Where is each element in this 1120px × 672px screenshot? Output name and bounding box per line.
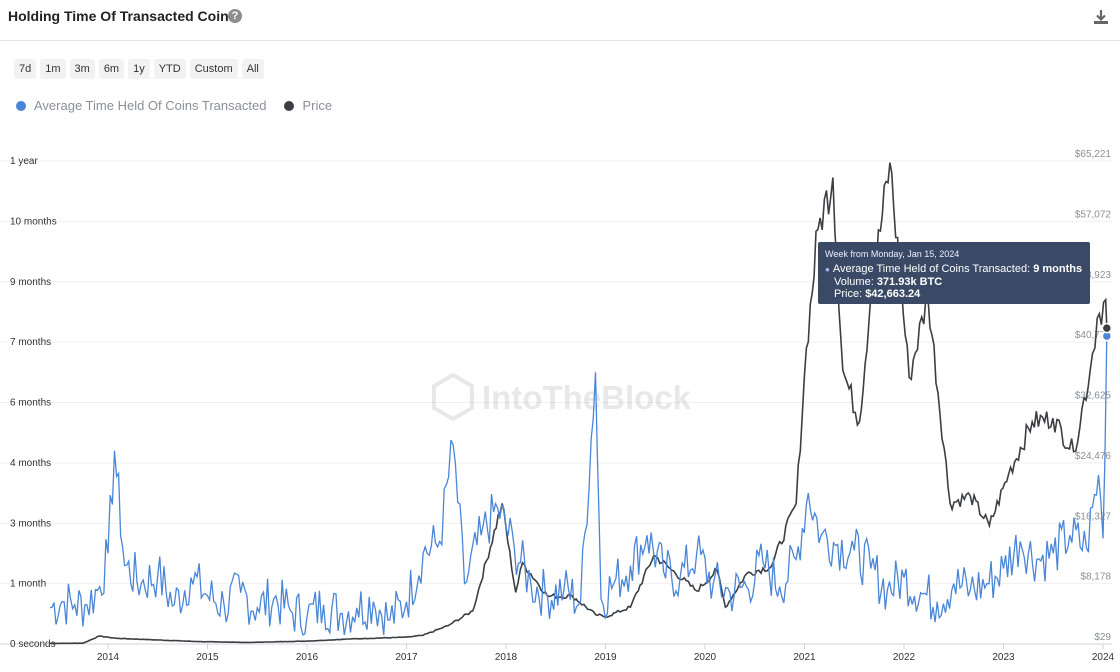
left-axis-tick-label: 1 year <box>10 156 38 167</box>
x-axis-tick-label: 2014 <box>97 652 120 663</box>
tooltip-avg-time-line: ● Average Time Held of Coins Transacted: … <box>825 263 1083 276</box>
bullet-icon: ● <box>825 265 830 274</box>
right-axis-ticks: $29 $8,178 $16,327 $24,476 $32,625 $40,774 $48… <box>1075 149 1112 643</box>
left-axis-tick-label: 9 months <box>10 277 51 288</box>
chart-legend: Average Time Held Of Coins Transacted Pr… <box>16 98 350 113</box>
right-axis-tick-label: $40,774 <box>1075 330 1112 341</box>
x-axis-tick-label: 2024 <box>1092 652 1115 663</box>
left-axis-tick-label: 0 seconds <box>10 639 56 650</box>
legend-dot-avg-time <box>16 100 26 111</box>
x-axis-tick-label: 2020 <box>694 652 717 663</box>
x-axis-tick-label: 2022 <box>893 652 916 663</box>
right-axis-tick-label: $57,072 <box>1075 209 1112 220</box>
x-axis-tick-label: 2019 <box>594 652 617 663</box>
hover-tooltip: Week from Monday, Jan 15, 2024 ● Average … <box>818 242 1090 304</box>
price-selected-marker <box>1101 322 1113 334</box>
x-axis-ticks: 2014 2015 2016 2017 2018 2019 2020 2021 2022 2023… <box>97 644 1115 663</box>
right-axis-tick-label: $24,476 <box>1075 451 1112 462</box>
tooltip-avg-time-value: 9 months <box>1033 263 1083 275</box>
x-axis-tick-label: 2018 <box>495 652 518 663</box>
tooltip-price-label: Price: <box>834 288 863 300</box>
price-series-line <box>50 162 1108 645</box>
legend-label-avg-time: Average Time Held Of Coins Transacted <box>34 98 267 113</box>
tooltip-header: Week from Monday, Jan 15, 2024 <box>825 249 960 259</box>
left-axis-ticks: 0 seconds 1 month 3 months 4 months 6 months… <box>10 156 57 650</box>
question-circle-icon[interactable]: ? <box>228 9 242 23</box>
tooltip-volume-label: Volume: <box>834 276 874 288</box>
left-axis-tick-label: 7 months <box>10 337 51 348</box>
chart-header: Holding Time Of Transacted Coins ? <box>0 0 1120 41</box>
range-button-1y[interactable]: 1y <box>128 59 150 79</box>
chart-grid <box>0 160 1112 645</box>
download-icon[interactable] <box>1092 8 1110 26</box>
range-button-1m[interactable]: 1m <box>40 59 66 79</box>
left-axis-tick-label: 3 months <box>10 518 51 529</box>
right-axis-tick-label: $8,178 <box>1080 572 1111 583</box>
selected-point-markers <box>1101 322 1113 342</box>
page-title: Holding Time Of Transacted Coins <box>8 8 237 24</box>
right-axis-tick-label: $29 <box>1094 632 1111 643</box>
x-axis-tick-label: 2017 <box>395 652 418 663</box>
watermark: IntoTheBlock <box>432 372 692 422</box>
legend-label-price: Price <box>302 98 333 113</box>
range-button-ytd[interactable]: YTD <box>153 59 186 79</box>
tooltip-avg-time-label: Average Time Held of Coins Transacted: <box>832 263 1031 275</box>
left-axis-tick-label: 10 months <box>10 216 57 227</box>
legend-item-avg-time[interactable]: Average Time Held Of Coins Transacted <box>16 98 266 113</box>
range-button-3m[interactable]: 3m <box>69 59 95 79</box>
range-button-6m[interactable]: 6m <box>98 59 125 79</box>
tooltip-price-line: Price: $42,663.24 <box>825 288 1083 300</box>
left-axis-tick-label: 1 month <box>10 579 46 590</box>
tooltip-volume-line: Volume: 371.93k BTC <box>825 276 1083 288</box>
watermark-text: IntoTheBlock <box>482 379 692 416</box>
right-axis-tick-label: $32,625 <box>1075 391 1112 402</box>
watermark-logo-icon <box>432 372 474 422</box>
left-axis-tick-label: 6 months <box>10 398 51 409</box>
tooltip-volume-value: 371.93k BTC <box>876 276 943 288</box>
range-button-custom[interactable]: Custom <box>189 59 238 79</box>
x-axis-tick-label: 2021 <box>793 652 816 663</box>
right-axis-tick-label: $48,923 <box>1075 270 1112 281</box>
x-axis-tick-label: 2016 <box>296 652 319 663</box>
time-range-selector: 7d 1m 3m 6m 1y YTD Custom All <box>14 59 264 79</box>
avg-time-series-line <box>49 336 1108 636</box>
legend-item-price[interactable]: Price <box>284 98 332 113</box>
x-axis-tick-label: 2023 <box>992 652 1015 663</box>
right-axis-tick-label: $16,327 <box>1075 511 1112 522</box>
range-button-all[interactable]: All <box>241 59 264 79</box>
range-button-7d[interactable]: 7d <box>14 59 37 79</box>
left-axis-tick-label: 4 months <box>10 458 51 469</box>
right-axis-tick-label: $65,221 <box>1075 149 1112 160</box>
x-axis-tick-label: 2015 <box>196 652 219 663</box>
tooltip-price-value: $42,663.24 <box>865 288 921 300</box>
legend-dot-price <box>284 100 295 111</box>
